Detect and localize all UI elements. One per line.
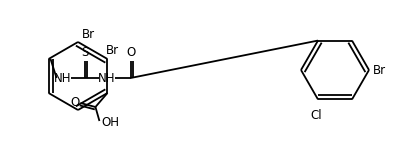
Text: O: O (71, 95, 80, 109)
Text: OH: OH (102, 115, 120, 128)
Text: Br: Br (82, 27, 95, 40)
Text: NH: NH (98, 72, 115, 85)
Text: Br: Br (373, 64, 386, 76)
Text: O: O (126, 46, 135, 60)
Text: S: S (81, 46, 88, 60)
Text: Br: Br (105, 43, 119, 57)
Text: Cl: Cl (310, 109, 322, 122)
Text: NH: NH (54, 72, 71, 85)
